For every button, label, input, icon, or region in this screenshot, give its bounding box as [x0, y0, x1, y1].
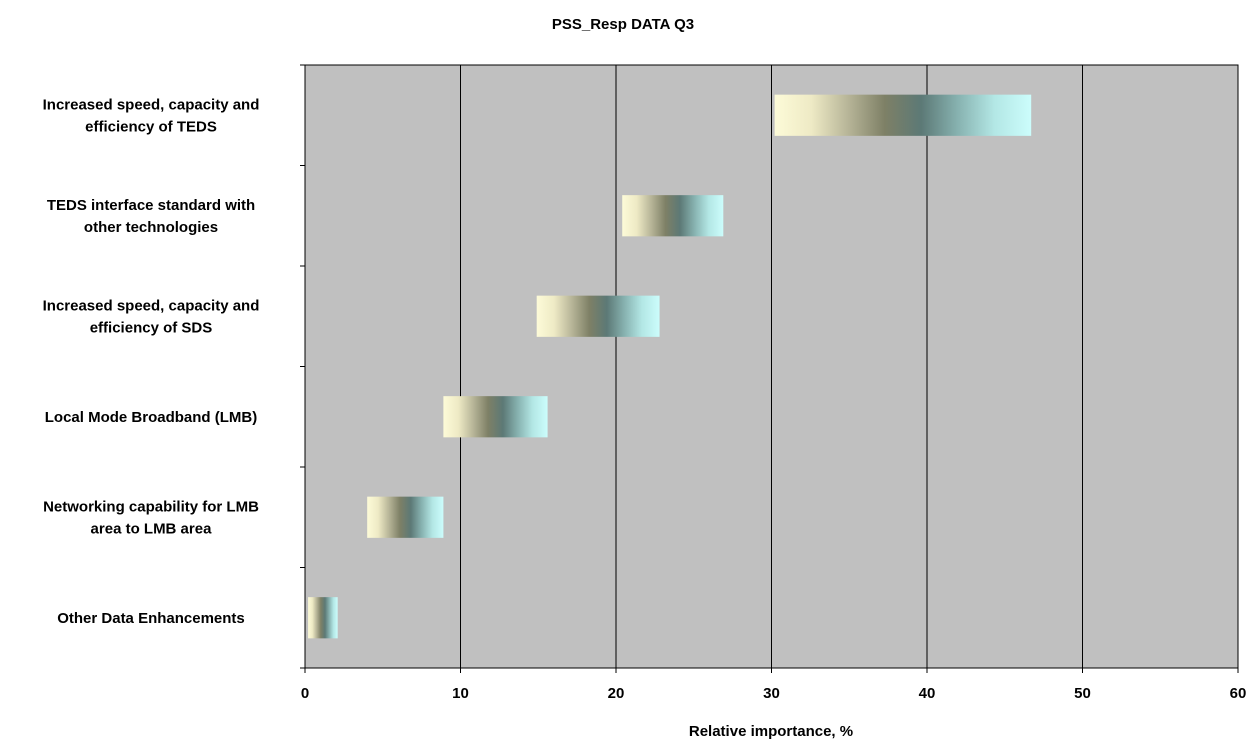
x-tick-label: 30 — [763, 685, 780, 702]
gridlines — [460, 65, 1083, 668]
category-label: Local Mode Broadband (LMB) — [45, 409, 258, 426]
range-bar — [774, 94, 1032, 136]
x-axis-title: Relative importance, % — [689, 723, 853, 740]
range-bar — [367, 496, 444, 538]
axes: 0 10 20 30 40 50 60 — [300, 64, 1247, 702]
range-bar — [622, 195, 724, 237]
category-label: Increased speed, capacity and efficiency … — [43, 297, 260, 336]
bars — [308, 94, 1032, 639]
category-label: TEDS interface standard with other techno… — [47, 197, 255, 236]
range-bar — [536, 295, 660, 337]
x-tick-label: 20 — [608, 685, 625, 702]
x-tick-label: 50 — [1074, 685, 1091, 702]
category-labels: Increased speed, capacity and efficiency … — [43, 96, 260, 627]
x-tick-label: 40 — [919, 685, 936, 702]
x-tick-label: 10 — [452, 685, 469, 702]
range-bar — [308, 597, 338, 639]
x-tick-label: 0 — [301, 685, 309, 702]
range-bar — [443, 396, 548, 438]
x-tick-label: 60 — [1230, 685, 1247, 702]
chart-title: PSS_Resp DATA Q3 — [552, 16, 694, 33]
category-label: Other Data Enhancements — [57, 610, 245, 627]
category-label: Increased speed, capacity and efficiency … — [43, 96, 260, 135]
category-label: Networking capability for LMB area to LMB… — [43, 498, 259, 537]
